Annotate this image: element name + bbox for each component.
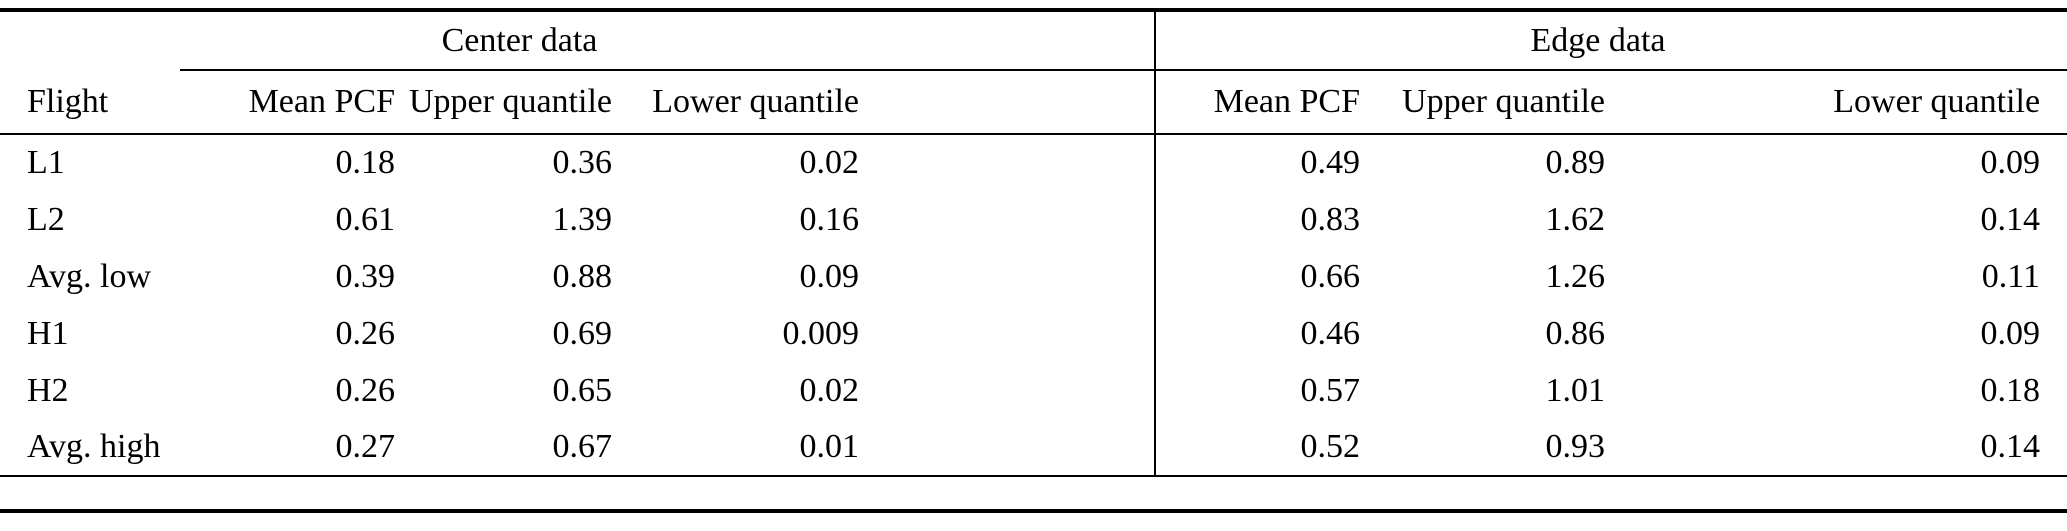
row-label: H2 bbox=[27, 371, 69, 409]
row-label: L1 bbox=[27, 144, 65, 181]
table-cell: 1.26 bbox=[1545, 257, 1606, 295]
table-cell: 0.57 bbox=[1154, 362, 1381, 419]
table-cell: 0.46 bbox=[1154, 305, 1381, 362]
table-cell: 0.09 bbox=[1980, 314, 2041, 352]
bottom-rule bbox=[0, 509, 2067, 513]
table-row: Avg. low 0.39 0.88 0.09 0.66 1.26 0.11 bbox=[0, 248, 2067, 305]
row-label: L2 bbox=[27, 200, 65, 238]
table-cell: 0.27 bbox=[180, 419, 400, 477]
row-label: Avg. low bbox=[27, 257, 152, 295]
table-cell: 0.11 bbox=[1981, 257, 2041, 295]
table-cell: 1.62 bbox=[1545, 200, 1606, 238]
table-cell: 0.88 bbox=[552, 257, 613, 295]
col-header-center-mean: Mean PCF bbox=[180, 70, 400, 135]
col-header-edge-lower: Lower quantile bbox=[1625, 70, 2067, 135]
column-header-row: Flight Mean PCF Upper quantile Lower qua… bbox=[0, 70, 2067, 135]
col-header-edge-upper: Upper quantile bbox=[1380, 70, 1626, 135]
table-row: L2 0.61 1.39 0.16 0.83 1.62 0.14 bbox=[0, 191, 2067, 248]
table-cell: 0.66 bbox=[1154, 248, 1381, 305]
spanner-row: Center data Edge data bbox=[0, 10, 2067, 71]
table-cell: 0.83 bbox=[1154, 191, 1381, 248]
table-cell: 0.93 bbox=[1380, 419, 1626, 477]
table-cell: 0.02 bbox=[799, 371, 860, 409]
table-cell: 0.26 bbox=[335, 371, 396, 409]
table-row: H2 0.26 0.65 0.02 0.57 1.01 0.18 bbox=[0, 362, 2067, 419]
table-cell: 0.65 bbox=[552, 371, 613, 409]
table-cell: 0.009 bbox=[782, 314, 860, 352]
table-cell: 0.36 bbox=[552, 144, 613, 181]
table-cell: 0.18 bbox=[1980, 371, 2041, 409]
table-cell: 0.02 bbox=[799, 144, 860, 181]
table-row: L1 0.18 0.36 0.02 0.49 0.89 0.09 bbox=[0, 134, 2067, 191]
table-cell: 0.09 bbox=[799, 257, 860, 295]
table-cell: 0.14 bbox=[1980, 200, 2041, 238]
table-cell: 0.01 bbox=[620, 419, 1156, 477]
col-header-center-lower: Lower quantile bbox=[620, 70, 1156, 135]
table-cell: 0.52 bbox=[1154, 419, 1381, 477]
table-row: H1 0.26 0.69 0.009 0.46 0.86 0.09 bbox=[0, 305, 2067, 362]
table-cell: 1.01 bbox=[1545, 371, 1606, 409]
flight-pcf-table: Center data Edge data Flight Mean PCF Up… bbox=[0, 8, 2067, 477]
row-label: H1 bbox=[27, 314, 69, 352]
col-header-center-upper: Upper quantile bbox=[400, 70, 620, 135]
table-cell: 0.89 bbox=[1545, 144, 1606, 181]
col-header-flight: Flight bbox=[0, 70, 180, 135]
spanner-edge-data: Edge data bbox=[1154, 10, 2067, 71]
table-cell: 0.69 bbox=[552, 314, 613, 352]
table-cell: 0.14 bbox=[1625, 419, 2067, 477]
table-cell: 0.86 bbox=[1545, 314, 1606, 352]
table-cell: 0.39 bbox=[335, 257, 396, 295]
table-cell: 0.26 bbox=[335, 314, 396, 352]
col-header-edge-mean: Mean PCF bbox=[1154, 70, 1381, 135]
table-cell: 0.67 bbox=[400, 419, 620, 477]
table-row: Avg. high 0.27 0.67 0.01 0.52 0.93 0.14 bbox=[0, 419, 2067, 477]
table-cell: 0.09 bbox=[1980, 144, 2041, 181]
spanner-center-data: Center data bbox=[180, 10, 1156, 71]
table-cell: 0.61 bbox=[335, 200, 396, 238]
table-cell: 1.39 bbox=[552, 200, 613, 238]
table-cell: 0.18 bbox=[335, 144, 396, 181]
table-cell: 0.16 bbox=[799, 200, 860, 238]
spanner-empty-cell bbox=[0, 10, 180, 70]
row-label: Avg. high bbox=[0, 419, 180, 477]
table-cell: 0.49 bbox=[1154, 134, 1381, 191]
